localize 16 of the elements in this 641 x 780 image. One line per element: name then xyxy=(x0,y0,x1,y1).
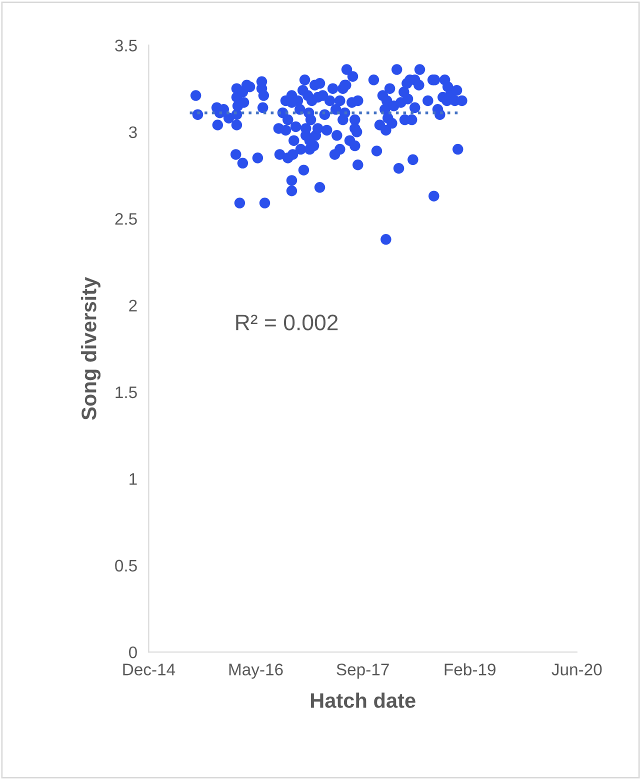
y-tick-label: 3 xyxy=(128,126,137,138)
y-tick-label: 1.5 xyxy=(116,386,137,398)
y-tick-label: 1 xyxy=(130,473,137,485)
x-tick-label: Dec-14 xyxy=(123,664,176,676)
y-tick-label: 3.5 xyxy=(115,40,137,52)
x-axis-title: Hatch date xyxy=(310,692,416,708)
x-tick-label: May-16 xyxy=(229,664,283,679)
y-tick-label: 2 xyxy=(129,300,137,312)
y-tick-label: 0.5 xyxy=(115,560,137,572)
x-tick-label: Feb-19 xyxy=(444,663,496,676)
x-tick-label: Sep-17 xyxy=(336,664,389,679)
y-tick-label: 2.5 xyxy=(115,213,137,225)
y-tick-label: 0 xyxy=(128,646,137,658)
x-tick-label: Jun-20 xyxy=(552,664,602,676)
y-axis-title: Song diversity xyxy=(81,276,101,420)
annotation: R² = 0.002 xyxy=(236,314,338,330)
